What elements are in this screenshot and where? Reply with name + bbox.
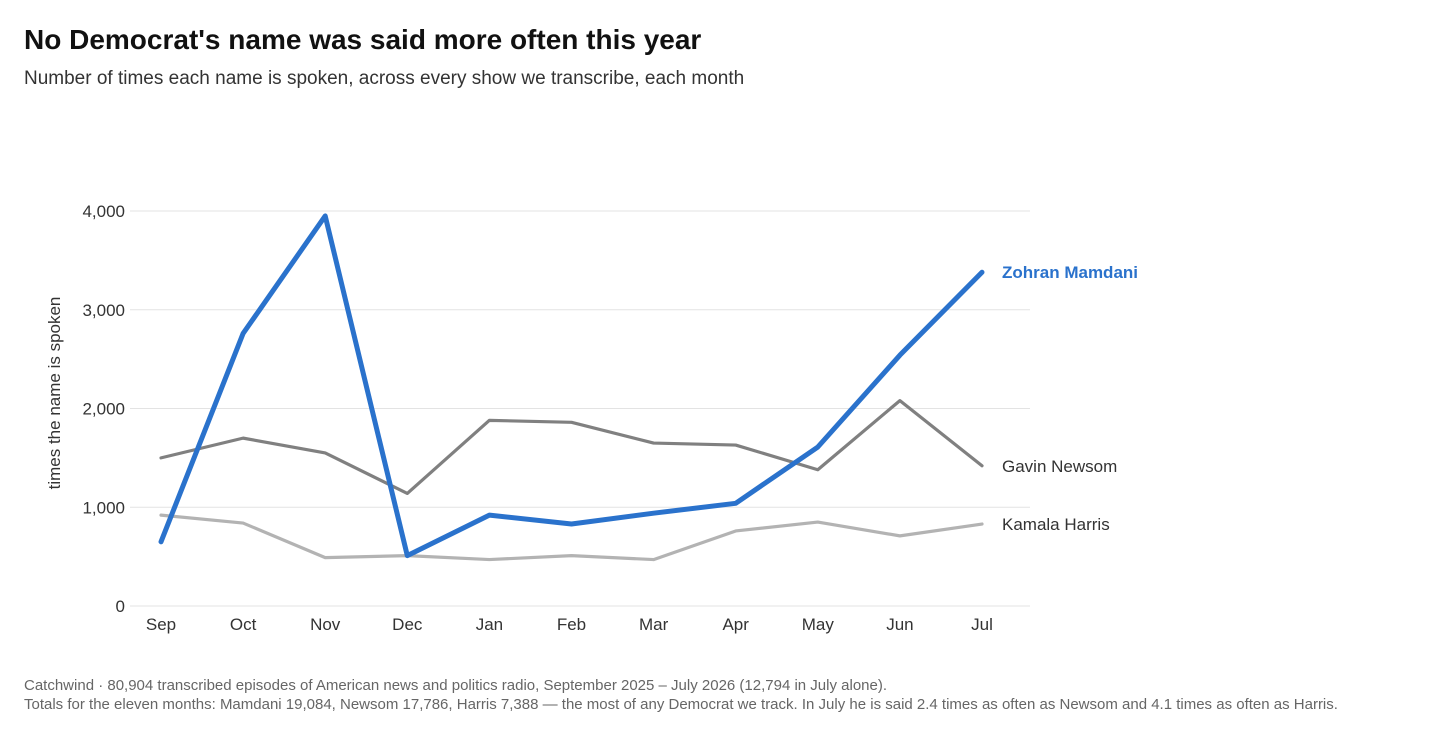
x-tick-label: Nov: [310, 615, 341, 634]
series-line-kamala-harris: [159, 513, 984, 562]
chart-title: No Democrat's name was said more often t…: [24, 24, 702, 55]
series-label-zohran-mamdani: Zohran Mamdani: [1002, 263, 1138, 282]
y-tick-label: 2,000: [82, 400, 125, 419]
series-line-zohran-mamdani: [158, 213, 985, 559]
y-tick-label: 4,000: [82, 202, 125, 221]
footer-totals-note: Totals for the eleven months: Mamdani 19…: [24, 696, 1338, 713]
gridlines: [130, 210, 1030, 607]
x-tick-label: May: [802, 615, 835, 634]
footer-source-note: Catchwind · 80,904 transcribed episodes …: [24, 677, 888, 694]
x-tick-label: Jul: [971, 615, 993, 634]
x-tick-label: Apr: [722, 615, 749, 634]
y-axis-label: times the name is spoken: [45, 297, 64, 490]
y-tick-label: 1,000: [82, 498, 125, 517]
series-line-gavin-newsom: [159, 399, 984, 496]
x-tick-label: Mar: [639, 615, 669, 634]
x-axis-ticks: Sep Oct Nov Dec Jan Feb Mar Apr May Jun Jul: [146, 615, 993, 634]
chart-footer: Catchwind · 80,904 transcribed episodes …: [24, 676, 1338, 714]
series-label-gavin-newsom: Gavin Newsom: [1002, 457, 1117, 476]
x-tick-label: Sep: [146, 615, 176, 634]
y-axis-ticks: 0 1,000 2,000 3,000 4,000: [82, 202, 125, 616]
series-label-kamala-harris: Kamala Harris: [1002, 515, 1110, 534]
series-lines: [158, 213, 985, 562]
x-tick-label: Jan: [476, 615, 503, 634]
y-tick-label: 3,000: [82, 301, 125, 320]
series-labels: Kamala Harris Gavin Newsom Zohran Mamdani: [1002, 263, 1138, 534]
x-tick-label: Jun: [886, 615, 913, 634]
chart-subtitle: Number of times each name is spoken, acr…: [24, 68, 745, 89]
y-tick-label: 0: [116, 597, 125, 616]
x-tick-label: Oct: [230, 615, 257, 634]
x-tick-label: Dec: [392, 615, 423, 634]
x-tick-label: Feb: [557, 615, 586, 634]
